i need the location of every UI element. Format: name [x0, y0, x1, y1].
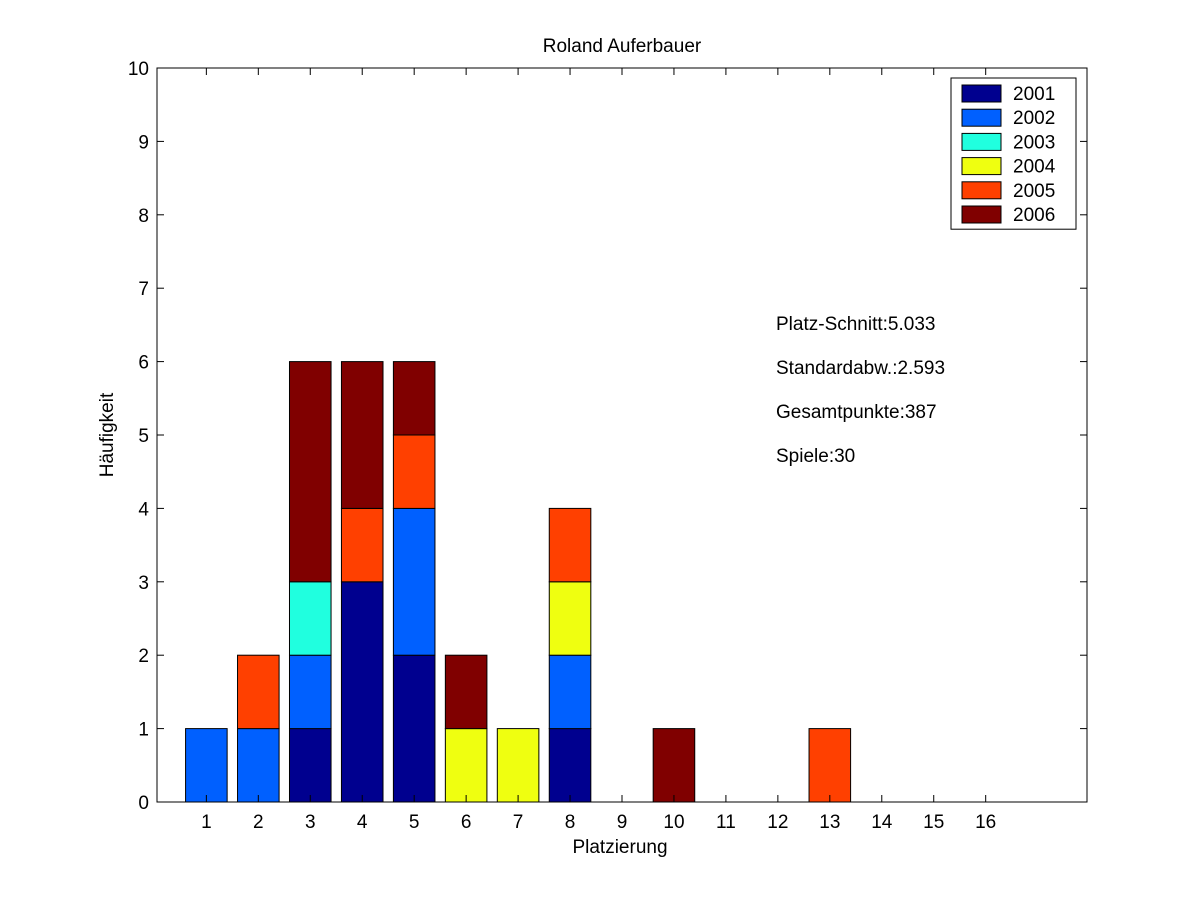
y-tick-label: 9: [138, 132, 149, 153]
legend-swatch-2001: [961, 84, 1002, 103]
bar-segment-2006-platz-6: [444, 654, 488, 730]
annotation-text: Gesamtpunkte:387: [776, 402, 937, 423]
bar-segment-2004-platz-7: [496, 728, 540, 803]
annotation-text: Standardabw.:2.593: [776, 358, 945, 379]
bar-segment-2001-platz-4: [340, 581, 384, 803]
y-tick-label: 5: [138, 426, 149, 447]
bar-segment-2001-platz-8: [548, 728, 592, 803]
x-tick-label: 6: [461, 812, 472, 833]
x-tick-label: 5: [409, 812, 420, 833]
annotations-group: Platz-Schnitt:5.033 Standardabw.:2.593 Ges…: [776, 314, 945, 467]
legend-swatch-2002: [961, 108, 1002, 127]
y-tick-label: 1: [138, 720, 149, 741]
bar-segment-2006-platz-10: [652, 728, 696, 803]
bar-segment-2001-platz-5: [392, 654, 436, 803]
annotation-text: Platz-Schnitt:5.033: [776, 314, 935, 335]
legend-swatch-2005: [961, 181, 1002, 200]
bar-segment-2005-platz-4: [340, 507, 384, 583]
y-tick-label: 0: [138, 793, 149, 814]
annotation-text: Spiele:30: [776, 446, 855, 467]
chart-title: Roland Auferbauer: [543, 36, 702, 57]
bar-segment-2002-platz-1: [185, 728, 228, 803]
x-axis-label: Platzierung: [572, 837, 667, 858]
x-tick-label: 10: [663, 812, 684, 833]
bar-segment-2001-platz-3: [288, 728, 332, 803]
bars-group: [185, 361, 852, 803]
legend-label-2005: 2005: [1013, 181, 1055, 202]
bar-segment-2006-platz-5: [392, 361, 436, 436]
bar-segment-2005-platz-5: [392, 434, 436, 509]
legend-swatch-2004: [961, 157, 1002, 176]
x-tick-label: 3: [305, 812, 316, 833]
legend-label-2002: 2002: [1013, 108, 1055, 129]
x-tick-label: 7: [513, 812, 524, 833]
y-tick-label: 10: [128, 59, 149, 80]
legend-swatch-2006: [961, 205, 1002, 224]
x-tick-label: 9: [617, 812, 628, 833]
bar-segment-2006-platz-4: [340, 361, 384, 509]
bar-segment-2006-platz-3: [288, 361, 332, 583]
y-axis-label: Häufigkeit: [97, 392, 118, 477]
bar-segment-2005-platz-2: [237, 654, 280, 730]
bar-segment-2005-platz-13: [808, 728, 852, 803]
bar-segment-2004-platz-6: [444, 728, 488, 803]
y-tick-label: 6: [138, 353, 149, 374]
x-tick-label: 13: [819, 812, 840, 833]
bar-segment-2002-platz-5: [392, 507, 436, 656]
legend-label-2004: 2004: [1013, 157, 1056, 178]
x-tick-label: 14: [871, 812, 893, 833]
legend: 2001 2002 2003 2004 2005 2006: [950, 77, 1077, 230]
x-tick-label: 8: [565, 812, 576, 833]
x-tick-label: 12: [767, 812, 788, 833]
y-tick-label: 4: [138, 499, 149, 520]
x-tick-label: 15: [923, 812, 944, 833]
x-tick-label: 4: [357, 812, 368, 833]
x-tick-label: 16: [975, 812, 996, 833]
x-tick-label: 11: [716, 812, 736, 833]
legend-label-2003: 2003: [1013, 132, 1055, 153]
bar-segment-2004-platz-8: [548, 581, 592, 656]
legend-label-2006: 2006: [1013, 205, 1055, 226]
legend-label-2001: 2001: [1013, 84, 1055, 105]
bar-segment-2002-platz-3: [288, 654, 332, 730]
x-tick-label: 2: [253, 812, 264, 833]
y-tick-label: 8: [138, 206, 149, 227]
y-tick-label: 7: [138, 279, 149, 300]
bar-segment-2002-platz-2: [237, 728, 280, 803]
x-tick-label: 1: [201, 812, 212, 833]
bar-segment-2005-platz-8: [548, 507, 592, 583]
y-tick-label: 3: [138, 573, 149, 594]
legend-box: [950, 77, 1077, 230]
bar-segment-2002-platz-8: [548, 654, 592, 730]
bar-segment-2003-platz-3: [288, 581, 332, 656]
legend-swatch-2003: [961, 132, 1002, 151]
y-tick-label: 2: [138, 646, 149, 667]
